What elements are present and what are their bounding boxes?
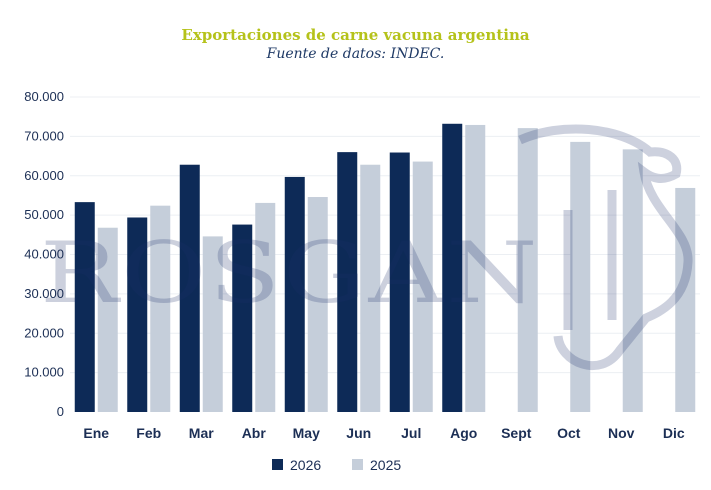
bar-2025-Abr: [255, 202, 276, 412]
chart-subtitle: Fuente de datos: INDEC.: [266, 46, 445, 62]
y-tick-label: 30.000: [24, 286, 64, 301]
y-tick-label: 10.000: [24, 365, 64, 380]
bar-2026-Mar: [179, 164, 200, 412]
x-tick-label: Dic: [663, 425, 685, 441]
watermark-text: ROSGAN: [40, 224, 540, 322]
legend-swatch-2026: [272, 459, 283, 470]
x-axis-ticks: Ene Feb Mar Abr May Jun Jul Ago Sept Oct Nov Dic: [83, 425, 684, 441]
x-tick-label: Mar: [189, 425, 214, 441]
x-tick-label: Jul: [401, 425, 421, 441]
y-tick-label: 60.000: [24, 168, 64, 183]
y-tick-label: 50.000: [24, 207, 64, 222]
bars: [74, 123, 696, 413]
bar-2025-Jun: [360, 164, 381, 412]
legend-label-2025: 2025: [370, 457, 401, 473]
bar-2026-Ene: [74, 202, 95, 412]
y-tick-label: 80.000: [24, 89, 64, 104]
bar-2026-Feb: [127, 217, 148, 412]
x-tick-label: Oct: [557, 425, 581, 441]
x-tick-label: Ene: [83, 425, 109, 441]
chart-title: Exportaciones de carne vacuna argentina: [181, 26, 530, 44]
bar-2026-Abr: [232, 224, 253, 412]
bar-2026-Jul: [389, 152, 410, 413]
x-tick-label: Nov: [608, 425, 635, 441]
bar-2026-May: [284, 176, 305, 412]
x-tick-label: May: [293, 425, 320, 441]
bar-2026-Jun: [337, 152, 358, 412]
bar-2025-Ene: [97, 227, 118, 412]
watermark: ROSGAN: [40, 124, 693, 371]
legend-swatch-2025: [352, 459, 363, 470]
bar-2025-Feb: [150, 205, 171, 412]
x-tick-label: Sept: [501, 425, 532, 441]
y-tick-label: 70.000: [24, 128, 64, 143]
x-tick-label: Ago: [450, 425, 477, 441]
bar-2025-Ago: [465, 124, 486, 413]
bar-2025-Oct: [570, 141, 591, 412]
y-tick-label: 0: [57, 404, 64, 419]
legend-label-2026: 2026: [290, 457, 321, 473]
bar-2025-Nov: [622, 149, 643, 412]
y-tick-label: 20.000: [24, 325, 64, 340]
bar-2025-Sept: [517, 128, 538, 412]
legend: 2026 2025: [272, 457, 401, 473]
y-tick-label: 40.000: [24, 247, 64, 262]
y-axis-ticks: 0 10.000 20.000 30.000 40.000 50.000 60.000 70.…: [24, 89, 64, 419]
x-tick-label: Feb: [136, 425, 161, 441]
grid-lines: [70, 96, 700, 374]
bar-2025-May: [307, 197, 328, 412]
bar-2025-Mar: [202, 236, 223, 412]
bar-2025-Jul: [412, 161, 433, 412]
bar-2025-Dic: [675, 187, 696, 412]
x-tick-label: Abr: [242, 425, 267, 441]
x-tick-label: Jun: [346, 425, 371, 441]
cow-head-icon: [518, 124, 693, 371]
bar-2026-Ago: [442, 123, 463, 413]
